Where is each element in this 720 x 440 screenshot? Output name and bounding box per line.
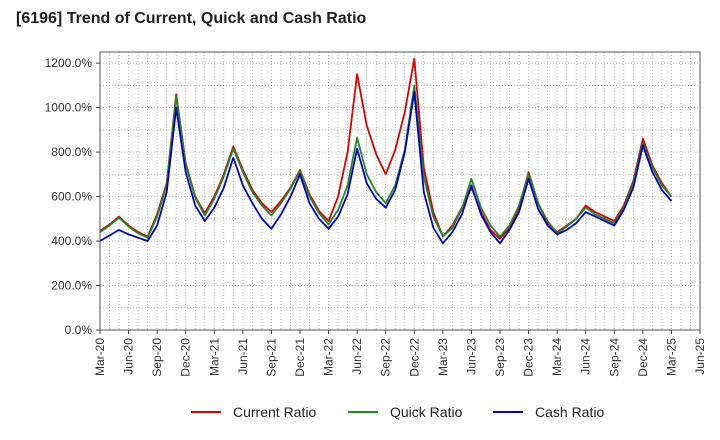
x-tick-label: Jun-21 xyxy=(236,338,250,375)
x-tick-label: Mar-24 xyxy=(550,338,564,376)
series-line-cash-ratio xyxy=(99,91,673,245)
y-tick-label: 1200.0% xyxy=(45,56,93,70)
plot-frame xyxy=(99,51,701,331)
legend-swatch-cash-ratio xyxy=(493,411,523,413)
y-tick-label: 400.0% xyxy=(51,234,92,248)
x-tick-label: Sep-21 xyxy=(264,338,278,377)
legend-item-quick-ratio: Quick Ratio xyxy=(348,404,462,420)
x-tick-label: Jun-24 xyxy=(579,338,593,375)
legend-label-current-ratio: Current Ratio xyxy=(233,404,317,420)
x-tick-label: Jun-25 xyxy=(693,338,707,375)
chart-title: [6196] Trend of Current, Quick and Cash … xyxy=(16,10,367,27)
y-tick-label: 800.0% xyxy=(51,145,92,159)
x-tick-label: Sep-20 xyxy=(150,338,164,377)
x-tick-label: Jun-23 xyxy=(464,338,478,375)
x-tick-label: Jun-22 xyxy=(350,338,364,375)
y-tick-label: 600.0% xyxy=(51,190,92,204)
x-tick-label: Mar-21 xyxy=(207,338,221,376)
x-tick-label: Dec-24 xyxy=(636,338,650,377)
legend-label-cash-ratio: Cash Ratio xyxy=(535,404,605,420)
x-tick-label: Mar-23 xyxy=(436,338,450,376)
legend-label-quick-ratio: Quick Ratio xyxy=(390,404,463,420)
legend-item-cash-ratio: Cash Ratio xyxy=(493,404,604,420)
y-tick-label: 0.0% xyxy=(65,323,93,337)
x-tick-label: Sep-23 xyxy=(493,338,507,377)
plot-background xyxy=(100,52,700,330)
x-tick-label: Jun-20 xyxy=(122,338,136,375)
x-tick-label: Sep-22 xyxy=(379,338,393,377)
x-tick-label: Dec-22 xyxy=(407,338,421,377)
x-tick-label: Dec-20 xyxy=(179,338,193,377)
y-tick-label: 1000.0% xyxy=(45,101,93,115)
x-tick-label: Sep-24 xyxy=(607,338,621,377)
legend-swatch-quick-ratio xyxy=(348,411,378,413)
x-tick-label: Mar-22 xyxy=(322,338,336,376)
legend: Current Ratio Quick Ratio Cash Ratio xyxy=(0,404,720,426)
x-tick-label: Mar-25 xyxy=(664,338,678,376)
series-line-quick-ratio xyxy=(99,84,673,239)
x-tick-label: Mar-20 xyxy=(93,338,107,376)
y-tick-label: 200.0% xyxy=(51,279,92,293)
x-tick-label: Dec-23 xyxy=(522,338,536,377)
x-tick-label: Dec-21 xyxy=(293,338,307,377)
legend-item-current-ratio: Current Ratio xyxy=(191,404,316,420)
legend-swatch-current-ratio xyxy=(191,411,221,413)
